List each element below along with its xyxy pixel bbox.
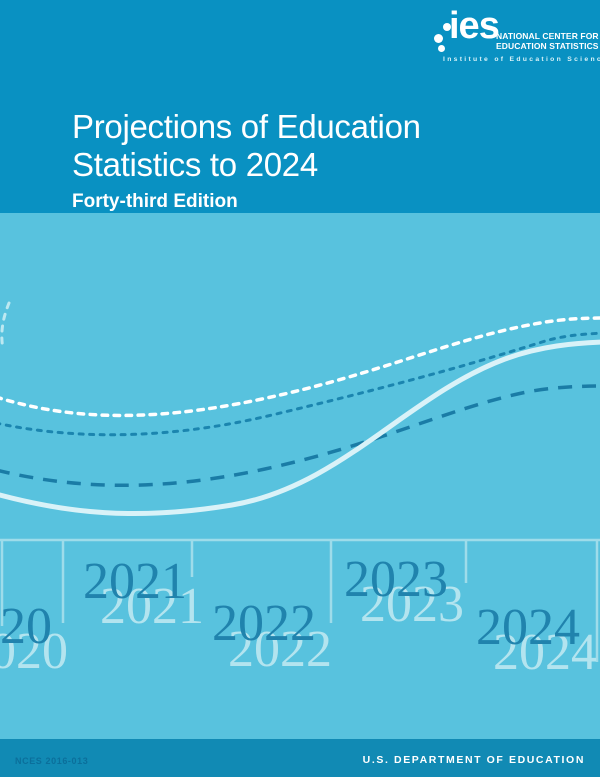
department-name: U.S. DEPARTMENT OF EDUCATION [362, 754, 585, 766]
header-band: ies NATIONAL CENTER FOR EDUCATION STATIS… [0, 0, 600, 213]
projection-curve-dashed-dark [0, 384, 600, 488]
timeline-year-2021-echo: 2021 [100, 578, 204, 635]
ies-logo: ies NATIONAL CENTER FOR EDUCATION STATIS… [430, 7, 600, 68]
projection-curve-dotted-teal [0, 331, 600, 437]
timeline-year-2024-echo: 2024 [493, 624, 597, 681]
ies-logo-acronym: ies [449, 5, 500, 47]
projection-curve-solid-pale [0, 339, 600, 517]
timeline-year-2023-echo: 2023 [360, 576, 464, 633]
ies-logo-org-line1: NATIONAL CENTER FOR [496, 31, 599, 41]
ies-logo-org-name: NATIONAL CENTER FOR EDUCATION STATISTICS [496, 31, 599, 51]
ies-logo-dot-icon [438, 45, 445, 52]
ies-logo-org-line2: EDUCATION STATISTICS [496, 41, 599, 52]
ies-logo-dot-icon [443, 23, 451, 31]
edition-subtitle: Forty-third Edition [72, 190, 238, 212]
curve-fragment-left-edge [0, 301, 11, 351]
title-line-1: Projections of Education [72, 108, 421, 145]
footer-bar: NCES 2016-013 U.S. DEPARTMENT OF EDUCATI… [0, 739, 600, 777]
ies-logo-dot-icon [434, 34, 443, 43]
timeline-year-2024: 2024 [476, 599, 580, 656]
cover-title: Projections of Education Statistics to 2… [72, 108, 421, 213]
ies-logo-tagline: Institute of Education Sciences [443, 56, 600, 63]
timeline-year-2022: 2022 [212, 595, 316, 652]
projection-curve-dotted-white [0, 316, 600, 418]
timeline-year-2022-echo: 2022 [228, 621, 332, 678]
title-line-2: Statistics to 2024 [72, 145, 318, 183]
timeline-year-2023: 2023 [344, 551, 448, 608]
timeline-year-2021: 2021 [83, 553, 187, 610]
report-number: NCES 2016-013 [15, 756, 89, 766]
